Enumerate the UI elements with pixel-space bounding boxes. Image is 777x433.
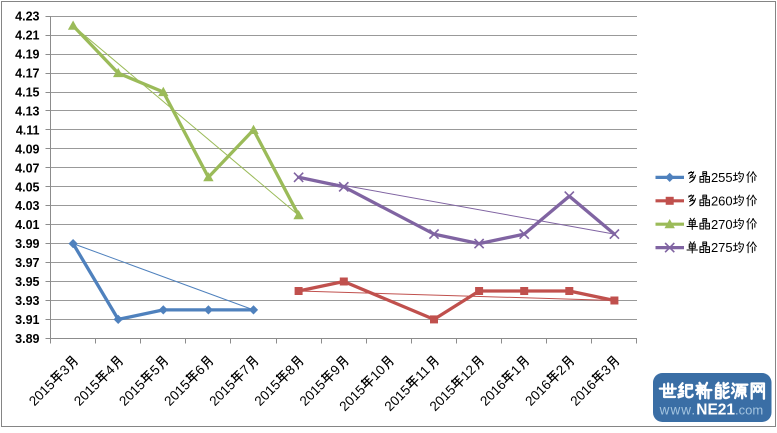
svg-text:4.15: 4.15	[15, 86, 39, 100]
svg-text:4.07: 4.07	[15, 161, 39, 175]
svg-text:3.91: 3.91	[15, 313, 39, 327]
svg-text:4.13: 4.13	[15, 104, 39, 118]
svg-text:4.23: 4.23	[15, 10, 39, 24]
svg-text:3.95: 3.95	[15, 275, 39, 289]
svg-text:3.89: 3.89	[15, 332, 39, 346]
svg-text:4.01: 4.01	[15, 218, 39, 232]
svg-text:4.21: 4.21	[15, 29, 39, 43]
svg-text:3.97: 3.97	[15, 256, 39, 270]
svg-text:4.11: 4.11	[16, 123, 40, 137]
svg-text:4.17: 4.17	[15, 67, 39, 81]
svg-text:4.03: 4.03	[15, 199, 39, 213]
svg-text:270: 270	[711, 217, 733, 232]
svg-text:255: 255	[711, 170, 733, 185]
svg-text:275: 275	[711, 240, 733, 255]
svg-text:www.NE21.com: www.NE21.com	[659, 402, 764, 419]
svg-text:3.99: 3.99	[15, 237, 39, 251]
svg-text:4.19: 4.19	[15, 48, 39, 62]
svg-text:3.93: 3.93	[15, 294, 39, 308]
svg-text:260: 260	[711, 193, 733, 208]
svg-text:4.09: 4.09	[15, 142, 39, 156]
svg-text:4.05: 4.05	[15, 180, 39, 194]
